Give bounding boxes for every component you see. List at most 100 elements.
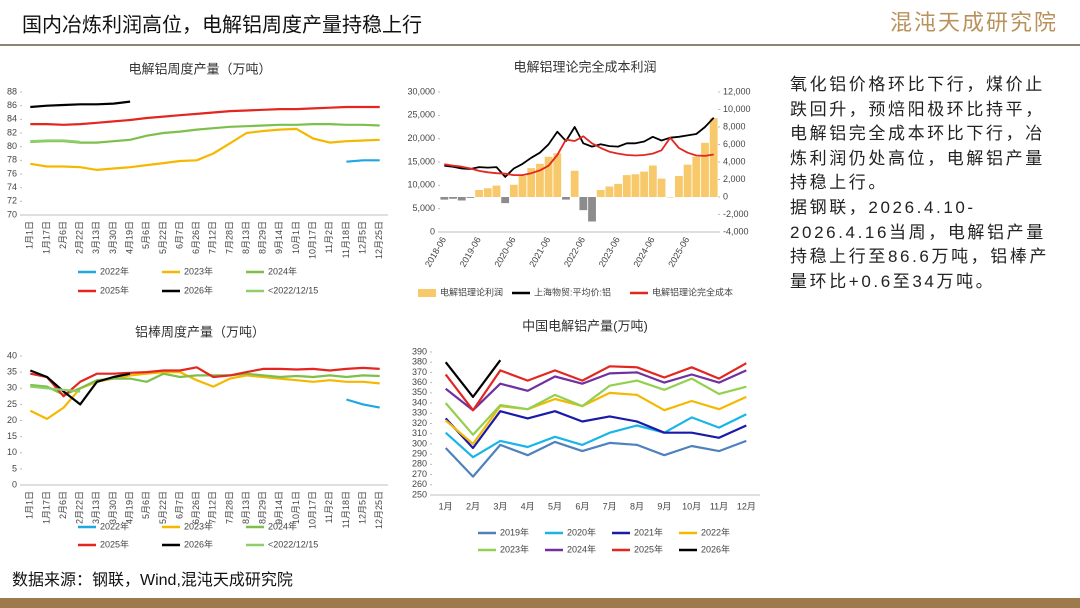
y-tick-label: 310 <box>412 428 427 438</box>
x-tick-label: 4月 <box>521 501 535 511</box>
x-tick-label: 2月6日 <box>58 491 68 519</box>
bar <box>657 178 666 197</box>
y-tick-label: 5,000 <box>412 203 435 213</box>
x-tick-label: 3月30日 <box>108 491 118 524</box>
legend-label: 2023年 <box>184 520 213 531</box>
y-tick-label: 30 <box>7 383 17 393</box>
x-tick-label: 8月29日 <box>258 221 268 254</box>
bar <box>527 168 536 197</box>
x-tick-label: 1月17日 <box>41 221 51 254</box>
x-tick-label: 11月18日 <box>341 491 351 528</box>
series-line <box>444 359 502 398</box>
series-line <box>445 369 747 412</box>
x-tick-label: 9月14日 <box>274 491 284 524</box>
analysis-text: 氧化铝价格环比下行，煤价止跌回升，预焙阳极环比持平，电解铝完全成本环比下行，冶炼… <box>790 75 1045 192</box>
bar <box>648 165 657 197</box>
y-tick-label: 0 <box>430 226 435 236</box>
bar <box>683 164 692 197</box>
y-tick-label: 70 <box>7 209 17 219</box>
x-tick-label: 7月28日 <box>224 491 234 524</box>
x-tick-label: 6月26日 <box>191 491 201 524</box>
legend-label: 2026年 <box>184 538 213 549</box>
y-tick-label: 380 <box>412 357 427 367</box>
bar <box>466 197 475 198</box>
bar <box>483 188 492 197</box>
legend-label: 2025年 <box>634 543 663 554</box>
x-tick-label: 10月1日 <box>291 491 301 524</box>
y-tick-label: 35 <box>7 367 17 377</box>
y-tick-label: 74 <box>7 182 17 192</box>
y2-tick-label: 12,000 <box>723 86 751 96</box>
x-tick-label: 5月 <box>548 501 562 511</box>
series-line <box>444 362 747 412</box>
y-tick-label: 78 <box>7 155 17 165</box>
x-tick-label: 9月14日 <box>274 221 284 254</box>
bar <box>701 142 709 197</box>
y-tick-label: 340 <box>412 397 427 407</box>
y-tick-label: 290 <box>412 449 427 459</box>
x-tick-label: 7月12日 <box>208 491 218 524</box>
y-tick-label: 15 <box>7 431 17 441</box>
series-line <box>444 439 747 478</box>
x-tick-label: 11月18日 <box>341 221 351 258</box>
series-line <box>346 398 380 409</box>
logo: 混沌天成研究院 <box>890 10 1058 35</box>
x-tick-label: 2月22日 <box>75 221 85 254</box>
y-tick-label: 250 <box>412 489 427 499</box>
y-tick-label: 390 <box>412 346 427 356</box>
legend-swatch <box>418 289 436 297</box>
bar <box>588 197 596 222</box>
x-tick-label: 10月17日 <box>308 491 318 529</box>
bar <box>475 190 484 197</box>
legend-label: 2023年 <box>184 265 213 276</box>
y-tick-label: 40 <box>7 350 17 360</box>
bar <box>440 197 449 200</box>
bar <box>614 183 623 197</box>
x-tick-label: 3月13日 <box>91 491 101 524</box>
x-tick-label: 10月17日 <box>308 221 318 259</box>
x-tick-label: 2024-06 <box>631 235 656 269</box>
series-line <box>30 366 380 398</box>
legend-label: 2020年 <box>567 526 596 537</box>
legend-label: <2022/12/15 <box>268 539 318 549</box>
y-tick-label: 350 <box>412 387 427 397</box>
x-tick-label: 7月12日 <box>208 221 218 254</box>
x-tick-label: 2020-06 <box>492 235 517 269</box>
legend-label: 2024年 <box>268 265 297 276</box>
footer-bar <box>0 598 1080 608</box>
y-tick-label: 0 <box>12 479 17 489</box>
legend-label: 2021年 <box>634 526 663 537</box>
bar <box>631 174 640 197</box>
page-title: 国内冶炼利润高位，电解铝周度产量持稳上行 <box>22 13 422 36</box>
analysis-text: 据钢联，2026.4.10-2026.4.16当周，电解铝产量持稳上行至86.6… <box>790 198 1050 291</box>
x-tick-label: 8月13日 <box>241 221 251 254</box>
y-tick-label: 270 <box>412 469 427 479</box>
x-tick-label: 10月 <box>682 501 701 511</box>
y-tick-label: 260 <box>412 479 427 489</box>
x-tick-label: 6月7日 <box>174 221 184 249</box>
y-tick-label: 15,000 <box>407 156 435 166</box>
x-tick-label: 12月25日 <box>374 491 384 529</box>
series-line <box>30 123 380 144</box>
y2-tick-label: 10,000 <box>723 104 751 114</box>
bar <box>570 170 579 197</box>
y-tick-label: 20 <box>7 415 17 425</box>
y-tick-label: 30,000 <box>407 86 435 96</box>
y-tick-label: 370 <box>412 367 427 377</box>
x-tick-label: 4月19日 <box>125 491 135 524</box>
x-tick-label: 5月6日 <box>141 491 151 519</box>
series-line <box>30 385 81 393</box>
x-tick-label: 11月2日 <box>324 491 334 523</box>
series-line <box>444 413 747 459</box>
legend-label: 2026年 <box>184 284 213 295</box>
x-tick-label: 12月 <box>737 501 756 511</box>
series-line <box>444 117 715 178</box>
y-tick-label: 10,000 <box>407 180 435 190</box>
y2-tick-label: -2,000 <box>723 209 749 219</box>
y-tick-label: 360 <box>412 377 427 387</box>
legend-label: 上海物贸:平均价:铝 <box>534 286 611 297</box>
x-tick-label: 2月 <box>466 501 480 511</box>
bar <box>622 175 631 197</box>
y-tick-label: 20,000 <box>407 133 435 143</box>
